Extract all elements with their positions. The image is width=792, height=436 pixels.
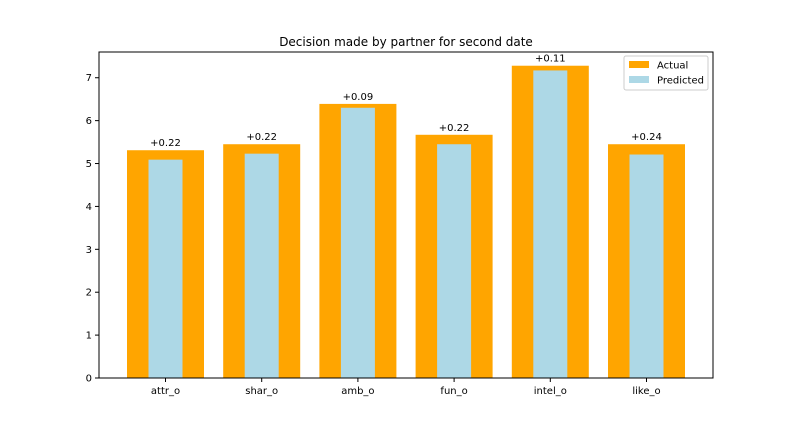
data-label-attr_o: +0.22 — [150, 138, 181, 149]
y-axis: 0 1 2 3 4 5 6 7 — [86, 73, 99, 385]
y-tick-label: 0 — [86, 374, 92, 385]
legend-swatch-actual — [629, 61, 649, 68]
data-label-amb_o: +0.09 — [343, 92, 374, 103]
bar-predicted-shar_o — [244, 153, 279, 378]
y-tick-label: 4 — [86, 202, 92, 213]
data-label-like_o: +0.24 — [631, 132, 662, 143]
chart-title: Decision made by partner for second date — [279, 35, 533, 49]
x-tick-label: like_o — [632, 386, 660, 397]
data-labels-group: +0.22 +0.22 +0.09 +0.22 +0.11 +0.24 — [150, 54, 662, 150]
plot-frame — [98, 51, 714, 379]
bar-predicted-fun_o — [437, 144, 472, 378]
y-tick-label: 5 — [86, 159, 92, 170]
y-tick-label: 3 — [86, 245, 92, 256]
legend-label-actual: Actual — [657, 61, 688, 72]
bar-predicted-attr_o — [148, 159, 183, 378]
x-tick-label: shar_o — [245, 386, 278, 397]
legend: Actual Predicted — [623, 55, 709, 91]
y-tick-label: 6 — [86, 116, 92, 127]
bar-predicted-intel_o — [533, 70, 568, 379]
data-label-intel_o: +0.11 — [535, 54, 566, 65]
x-tick-label: intel_o — [534, 386, 567, 397]
y-tick-label: 7 — [86, 73, 92, 84]
x-tick-label: fun_o — [440, 386, 467, 397]
legend-label-predicted: Predicted — [657, 76, 704, 87]
bars-group — [127, 65, 685, 379]
x-axis: attr_o shar_o amb_o fun_o intel_o like_o — [151, 378, 661, 397]
data-label-shar_o: +0.22 — [246, 132, 277, 143]
bar-predicted-amb_o — [340, 107, 375, 379]
x-tick-label: attr_o — [151, 386, 180, 397]
y-tick-label: 2 — [86, 288, 92, 299]
bar-predicted-like_o — [629, 154, 664, 378]
legend-swatch-predicted — [629, 76, 649, 83]
data-label-fun_o: +0.22 — [439, 123, 470, 134]
x-tick-label: amb_o — [341, 386, 374, 397]
y-tick-label: 1 — [86, 331, 92, 342]
